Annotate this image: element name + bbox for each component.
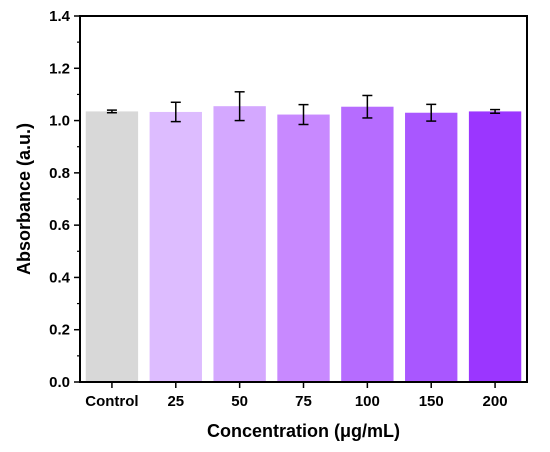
y-tick-label: 0.8 [49,165,70,182]
bar [468,111,522,383]
x-tick-label: 50 [231,393,248,410]
bar [277,114,330,383]
x-tick-label: 200 [483,393,508,410]
bar [405,112,458,382]
y-axis-title: Absorbance (a.u.) [14,123,34,275]
bars-layer [85,106,522,383]
y-tick-label: 0.6 [49,217,70,234]
y-tick-label: 1.4 [49,8,71,25]
x-tick-label: 25 [167,393,184,410]
x-tick-label: Control [85,393,138,410]
y-tick-label: 1.0 [49,113,70,130]
error-bars-layer [106,91,501,126]
bar [213,106,266,382]
x-tick-label: 150 [419,393,444,410]
y-axis-ticks: 0.0 0.2 0.4 0.6 0.8 1.0 1.2 1.4 [49,8,80,391]
x-tick-label: 75 [295,393,312,410]
x-axis-ticks: Control 25 50 75 100 150 200 [85,382,508,410]
bar [85,111,139,383]
bar [149,111,202,383]
bar [341,106,394,383]
y-tick-label: 0.0 [49,374,70,391]
y-tick-label: 0.2 [49,322,70,339]
y-tick-label: 0.4 [49,269,71,286]
y-tick-label: 1.2 [49,60,70,77]
x-axis-title: Concentration (μg/mL) [207,421,400,441]
x-tick-label: 100 [355,393,380,410]
